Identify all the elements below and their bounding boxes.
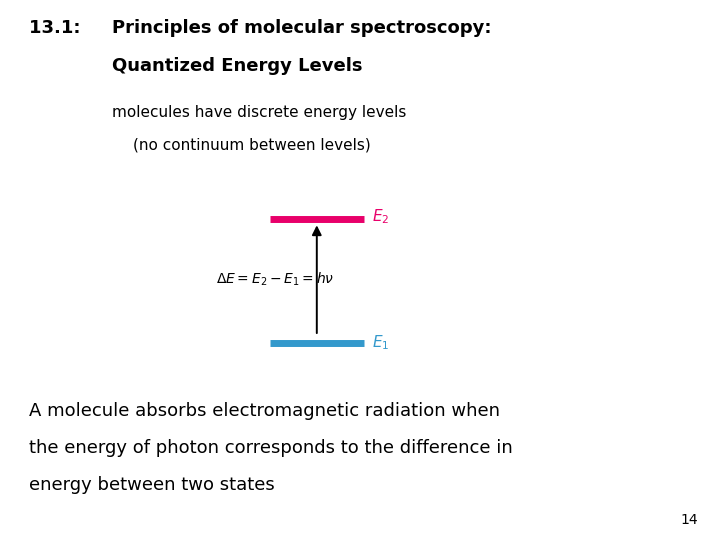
- Text: (no continuum between levels): (no continuum between levels): [133, 138, 371, 153]
- Text: 13.1:: 13.1:: [29, 19, 93, 37]
- Text: Principles of molecular spectroscopy:: Principles of molecular spectroscopy:: [112, 19, 491, 37]
- Text: molecules have discrete energy levels: molecules have discrete energy levels: [112, 105, 406, 120]
- Text: $E_2$: $E_2$: [372, 208, 389, 226]
- Text: energy between two states: energy between two states: [29, 476, 274, 494]
- Text: $E_1$: $E_1$: [372, 334, 389, 352]
- Text: 14: 14: [681, 512, 698, 526]
- Text: $\Delta E = E_2 - E_1 = h\nu$: $\Delta E = E_2 - E_1 = h\nu$: [216, 271, 334, 288]
- Text: the energy of photon corresponds to the difference in: the energy of photon corresponds to the …: [29, 439, 513, 457]
- Text: Quantized Energy Levels: Quantized Energy Levels: [112, 57, 362, 75]
- Text: A molecule absorbs electromagnetic radiation when: A molecule absorbs electromagnetic radia…: [29, 402, 500, 420]
